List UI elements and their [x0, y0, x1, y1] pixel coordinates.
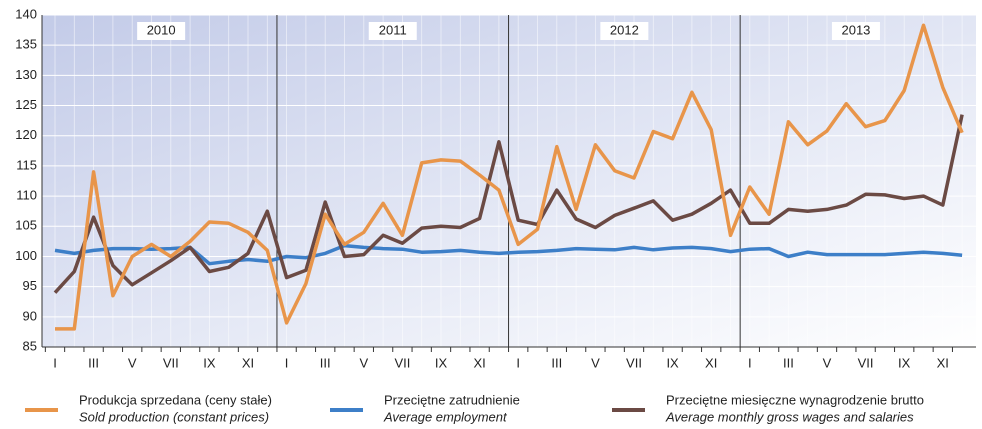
y-tick-label: 85	[23, 338, 37, 353]
x-tick-label: I	[53, 355, 57, 370]
x-tick-label: XI	[473, 355, 485, 370]
x-tick-label: IX	[203, 355, 216, 370]
series-line	[53, 114, 964, 294]
x-tick-label: VII	[858, 355, 874, 370]
year-box	[831, 22, 880, 40]
y-tick-label: 95	[23, 278, 37, 293]
year-box	[137, 22, 186, 40]
legend-label-en: Sold production (constant prices)	[79, 409, 269, 424]
y-tick-label: 105	[15, 218, 37, 233]
x-tick-label: I	[748, 355, 752, 370]
y-tick-label: 120	[15, 127, 37, 142]
year-box	[600, 22, 649, 40]
series-line	[54, 243, 963, 266]
x-tick-label: V	[591, 355, 600, 370]
x-tick-label: III	[88, 355, 99, 370]
x-tick-label: XI	[705, 355, 717, 370]
y-tick-label: 115	[16, 157, 37, 172]
y-tick-label: 135	[15, 37, 37, 52]
x-tick-label: IX	[898, 355, 911, 370]
year-box	[368, 22, 417, 40]
legend-label: Produkcja sprzedana (ceny stałe)	[79, 392, 272, 407]
x-tick-label: VII	[394, 355, 410, 370]
y-tick-label: 125	[15, 97, 37, 112]
y-tick-label: 140	[15, 6, 37, 21]
x-tick-label: I	[516, 355, 520, 370]
x-tick-label: XI	[937, 355, 949, 370]
x-tick-label: VII	[626, 355, 642, 370]
y-tick-label: 90	[23, 308, 37, 323]
legend-label-en: Average monthly gross wages and salaries	[665, 409, 914, 424]
x-tick-label: XI	[242, 355, 254, 370]
series-line	[55, 23, 964, 331]
x-tick-label: V	[128, 355, 137, 370]
x-tick-label: III	[551, 355, 562, 370]
legend-label: Przeciętne zatrudnienie	[384, 392, 520, 407]
x-tick-label: IX	[666, 355, 679, 370]
x-tick-label: V	[359, 355, 368, 370]
year-label: 2011	[379, 22, 407, 37]
year-label: 2012	[610, 22, 639, 37]
year-label: 2013	[841, 22, 870, 37]
x-tick-label: III	[783, 355, 794, 370]
x-tick-label: I	[285, 355, 289, 370]
y-tick-label: 110	[16, 188, 37, 203]
x-tick-label: VII	[163, 355, 179, 370]
x-tick-label: V	[823, 355, 832, 370]
x-tick-label: III	[320, 355, 331, 370]
year-label: 2010	[147, 22, 176, 37]
legend-label: Przeciętne miesięczne wynagrodzenie brut…	[666, 392, 924, 407]
y-tick-label: 100	[15, 248, 37, 263]
y-tick-label: 130	[15, 67, 37, 82]
legend-label-en: Average employment	[383, 409, 508, 424]
x-tick-label: IX	[435, 355, 448, 370]
